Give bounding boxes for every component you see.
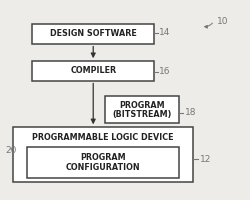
Text: 10: 10 — [217, 17, 228, 26]
Text: COMPILER: COMPILER — [70, 66, 116, 75]
Text: 20: 20 — [5, 146, 16, 155]
Text: PROGRAM: PROGRAM — [80, 153, 126, 162]
FancyBboxPatch shape — [27, 147, 179, 178]
FancyBboxPatch shape — [106, 96, 179, 123]
Text: 14: 14 — [159, 28, 170, 37]
Text: 12: 12 — [200, 155, 211, 164]
Text: DESIGN SOFTWARE: DESIGN SOFTWARE — [50, 29, 136, 38]
Text: 16: 16 — [159, 67, 171, 76]
Text: PROGRAMMABLE LOGIC DEVICE: PROGRAMMABLE LOGIC DEVICE — [32, 133, 174, 142]
Text: (BITSTREAM): (BITSTREAM) — [112, 110, 172, 119]
Text: CONFIGURATION: CONFIGURATION — [66, 163, 140, 172]
Text: 18: 18 — [185, 108, 196, 117]
FancyBboxPatch shape — [12, 127, 194, 182]
Text: PROGRAM: PROGRAM — [119, 101, 165, 110]
FancyBboxPatch shape — [32, 61, 154, 81]
FancyBboxPatch shape — [32, 24, 154, 44]
